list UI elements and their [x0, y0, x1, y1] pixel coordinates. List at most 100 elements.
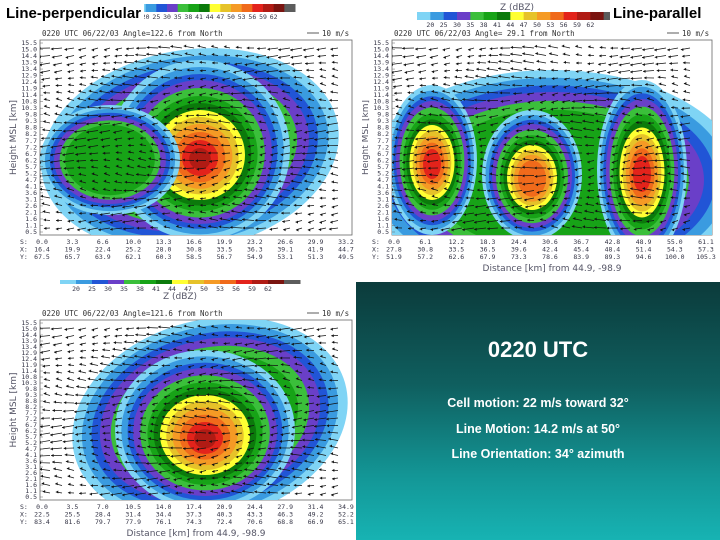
y-tick-label: 1.6 [25, 215, 37, 223]
wind-vector-head [146, 347, 149, 351]
wind-vector-head [477, 130, 480, 134]
wind-vector-head [431, 76, 435, 80]
wind-vector-head [438, 138, 441, 142]
wind-vector-head [242, 209, 245, 213]
wind-vector-head [441, 220, 445, 224]
wind-vector-head [182, 414, 186, 418]
wind-vector-head [491, 137, 495, 141]
wind-vector-head [91, 335, 95, 339]
y-tick-label: 15.5 [21, 39, 37, 47]
wind-vector-head [573, 93, 576, 97]
wind-vector-head [498, 59, 501, 63]
wind-vector-head [442, 89, 445, 93]
wind-vector-head [233, 415, 236, 419]
wind-vector-head [230, 225, 233, 229]
wind-vector-head [89, 492, 92, 496]
wind-vector-head [197, 44, 200, 48]
wind-vector-head [595, 78, 599, 82]
wind-vector-head [122, 90, 125, 94]
wind-vector-head [598, 182, 602, 186]
wind-vector-head [175, 93, 179, 97]
wind-vector-head [146, 326, 150, 330]
wind-vector-head [630, 70, 633, 74]
wind-vector-head [244, 467, 247, 471]
wind-vector-head [40, 461, 42, 465]
wind-vector-head [402, 153, 406, 157]
wind-vector-head [199, 349, 203, 353]
wind-vector-head [160, 422, 164, 426]
wind-vector-head [161, 415, 165, 419]
wind-vector-head [488, 180, 491, 184]
wind-vector-head [40, 153, 42, 157]
wind-vector-head [115, 431, 119, 435]
wind-vector-head [235, 168, 239, 172]
y-tick-label: 1.1 [25, 487, 37, 495]
wind-vector-head [158, 470, 162, 474]
wind-vector-head [513, 219, 517, 223]
wind-vector-head [257, 167, 261, 171]
wind-vector-head [124, 395, 128, 399]
wind-vector-head [218, 112, 221, 116]
wind-vector-head [134, 339, 137, 343]
row-value: 41.9 [308, 246, 324, 254]
wind-vector-head [122, 362, 125, 366]
wind-vector-head [570, 127, 573, 131]
wind-vector-head [86, 410, 89, 414]
wind-vector-head [270, 153, 273, 157]
wind-vector-head [123, 60, 127, 64]
wind-vector-head [219, 135, 223, 139]
wind-vector-head [331, 180, 334, 184]
colorbar-tick-label: 50 [200, 285, 208, 293]
y-tick-label: 10.8 [21, 373, 37, 381]
wind-vector-head [254, 63, 258, 67]
wind-vector-head [583, 92, 586, 96]
colorbar-swatch [443, 12, 458, 20]
wind-vector-head [290, 179, 294, 183]
wind-vector-head [307, 385, 310, 389]
row-value: 73.3 [511, 253, 527, 261]
wind-vector-head [522, 174, 525, 178]
wind-vector-head [40, 454, 41, 458]
wind-vector-head [74, 418, 77, 422]
reflectivity-field [392, 44, 712, 235]
colorbar-tick-label: 38 [480, 21, 488, 29]
wind-vector-head [654, 159, 657, 163]
wind-vector-head [147, 485, 150, 489]
wind-vector-head [295, 97, 299, 101]
wind-vector-head [76, 384, 79, 388]
wind-vector-head [91, 187, 95, 191]
wind-vector-head [563, 203, 567, 207]
wind-vector-head [598, 144, 602, 148]
wind-vector-head [230, 98, 233, 102]
wind-vector-head [678, 130, 682, 134]
wind-vector-head [103, 179, 107, 183]
wind-vector-head [450, 114, 453, 118]
wind-vector-head [419, 219, 423, 223]
wind-vector-head [527, 115, 531, 119]
wind-vector-head [462, 123, 466, 127]
row-value: 25.2 [125, 246, 141, 254]
wind-vector-head [281, 425, 285, 429]
wind-vector-head [511, 75, 514, 79]
wind-vector-head [41, 482, 45, 486]
wind-vector-head [279, 76, 283, 80]
wind-vector-head [303, 55, 307, 59]
wind-vector-head [269, 160, 272, 164]
wind-vector-head [319, 362, 323, 366]
wind-vector-head [219, 92, 223, 96]
wind-vector-head [303, 138, 306, 142]
y-tick-label: 11.4 [21, 91, 37, 99]
wind-vector-head [173, 478, 176, 482]
wind-vector-head [487, 107, 491, 111]
wind-vector-head [609, 119, 612, 123]
wind-vector-head [499, 220, 503, 224]
wind-vector-head [134, 189, 137, 193]
wind-vector-head [199, 93, 202, 97]
wind-vector-head [491, 143, 495, 147]
wind-vector-head [127, 437, 130, 441]
wind-vector-head [66, 467, 70, 471]
wind-vector-head [87, 145, 91, 149]
wind-vector-head [235, 152, 238, 156]
wind-vector-head [147, 363, 151, 367]
colorbar-swatch [550, 12, 565, 20]
